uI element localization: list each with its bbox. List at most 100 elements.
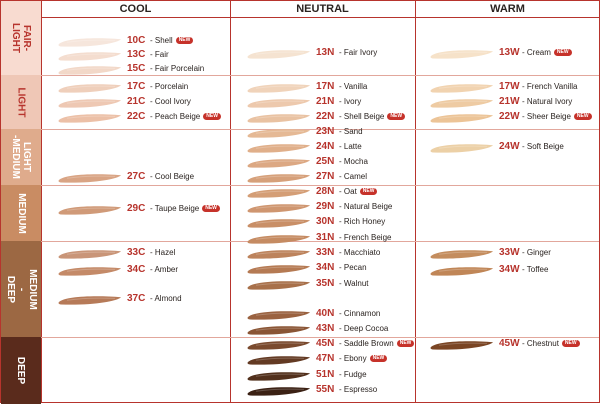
separator: - <box>150 204 155 213</box>
new-badge: NEW <box>202 205 220 213</box>
shade-swatch <box>246 126 312 138</box>
separator: - <box>150 265 155 274</box>
shade-name: - Hazel <box>150 246 175 260</box>
shade-code: 31N <box>316 232 335 243</box>
shade-code: 27N <box>316 171 335 182</box>
shade-name-text: Porcelain <box>154 82 189 91</box>
separator: - <box>150 82 155 91</box>
shade-code: 15C <box>127 63 146 74</box>
separator: - <box>339 187 344 196</box>
shade-name-text: Vanilla <box>343 82 368 91</box>
shade-swatch <box>246 247 312 259</box>
separator: - <box>339 48 344 57</box>
shade-name: - Deep Cocoa <box>339 322 388 336</box>
separator: - <box>339 233 344 242</box>
row-label-medium: MEDIUM <box>1 185 41 241</box>
new-badge: NEW <box>396 340 415 348</box>
shade-name: - Camel <box>339 170 367 184</box>
shade-swatch <box>246 171 312 183</box>
row-divider <box>41 185 599 186</box>
shade-code: 35N <box>316 278 335 289</box>
shade-swatch <box>246 323 312 335</box>
shade-swatch <box>246 47 312 59</box>
separator: - <box>339 385 344 394</box>
shade-code: 13N <box>316 47 335 58</box>
shade-swatch <box>57 111 123 123</box>
separator: - <box>339 172 344 181</box>
shade-name: - Cream NEW <box>522 46 572 60</box>
separator: - <box>522 248 527 257</box>
shade-swatch <box>246 353 312 365</box>
shade-swatch <box>57 81 123 93</box>
shade-code: 23N <box>316 126 335 137</box>
shade-name: - Almond <box>150 292 182 306</box>
shade-code: 45W <box>499 338 520 349</box>
shade-name-text: Sheer Beige <box>526 112 571 121</box>
shade-code: 37C <box>127 293 146 304</box>
separator: - <box>339 202 344 211</box>
shade-name: - Chestnut NEW <box>522 337 580 351</box>
shade-name: - Sand <box>339 125 363 139</box>
row-divider <box>41 241 599 242</box>
shade-code: 55N <box>316 384 335 395</box>
shade-name-text: French Vanilla <box>526 82 578 91</box>
row-label-light: LIGHT <box>1 75 41 129</box>
shade-name: - Saddle Brown NEW <box>339 337 415 351</box>
shade-code: 10C <box>127 35 146 46</box>
shade-name-text: Amber <box>154 265 179 274</box>
shade-swatch <box>246 384 312 396</box>
shade-name: - Espresso <box>339 383 377 397</box>
shade-code: 22W <box>499 111 520 122</box>
shade-name-text: Fudge <box>343 370 367 379</box>
separator: - <box>150 172 155 181</box>
shade-code: 17C <box>127 81 146 92</box>
separator: - <box>339 279 344 288</box>
shade-name: - Soft Beige <box>522 140 564 154</box>
separator: - <box>150 50 155 59</box>
shade-code: 34C <box>127 264 146 275</box>
shade-name: - Sheer Beige NEW <box>522 110 592 124</box>
shade-name-text: Pecan <box>343 263 367 272</box>
separator: - <box>522 48 527 57</box>
shade-code: 34N <box>316 262 335 273</box>
shade-code: 17N <box>316 81 335 92</box>
shade-name: - Macchiato <box>339 246 380 260</box>
separator: - <box>522 142 527 151</box>
column-header-neutral: NEUTRAL <box>230 1 415 18</box>
shade-swatch <box>57 35 123 47</box>
shade-code: 21W <box>499 96 520 107</box>
shade-name: - Mocha <box>339 155 368 169</box>
shade-name: - Rich Honey <box>339 215 385 229</box>
shade-name-text: Toffee <box>526 265 549 274</box>
row-label-fair-light: FAIR- LIGHT <box>1 1 41 75</box>
shade-name-text: Latte <box>343 142 362 151</box>
shade-swatch <box>429 111 495 123</box>
shade-name: - French Vanilla <box>522 80 577 94</box>
column-header-warm: WARM <box>415 1 600 18</box>
shade-swatch <box>429 81 495 93</box>
new-badge: NEW <box>387 113 406 121</box>
shade-name: - Walnut <box>339 277 369 291</box>
row-divider <box>41 75 599 76</box>
new-badge: NEW <box>573 113 592 121</box>
separator: - <box>339 309 344 318</box>
shade-name-text: French Beige <box>343 233 392 242</box>
separator: - <box>339 112 344 121</box>
shade-name-text: Macchiato <box>343 248 381 257</box>
shade-code: 33W <box>499 247 520 258</box>
shade-swatch <box>57 264 123 276</box>
separator: - <box>150 97 155 106</box>
shade-name-text: Almond <box>154 294 182 303</box>
shade-name-text: Sand <box>343 127 363 136</box>
shade-name-text: Taupe Beige <box>154 204 200 213</box>
shade-name: - Ebony NEW <box>339 352 388 366</box>
separator: - <box>339 248 344 257</box>
divider <box>230 1 231 402</box>
shade-code: 51N <box>316 369 335 380</box>
shade-swatch <box>246 186 312 198</box>
shade-name: - Peach Beige NEW <box>150 110 221 124</box>
shade-swatch <box>246 262 312 274</box>
shade-name-text: Mocha <box>343 157 368 166</box>
shade-code: 30N <box>316 216 335 227</box>
